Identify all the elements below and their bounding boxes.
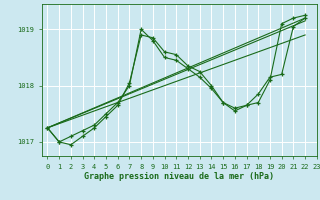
X-axis label: Graphe pression niveau de la mer (hPa): Graphe pression niveau de la mer (hPa)	[84, 172, 274, 181]
